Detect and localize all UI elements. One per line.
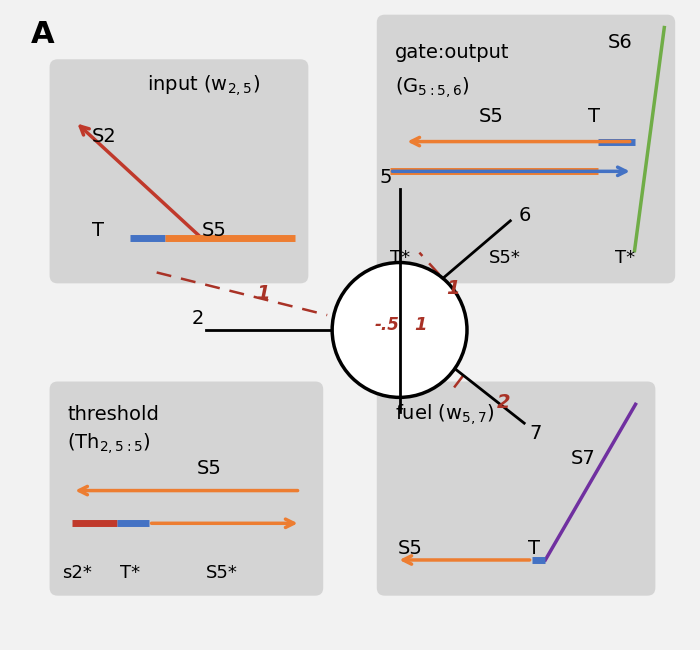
Text: threshold: threshold bbox=[67, 405, 160, 424]
Text: s2*: s2* bbox=[62, 564, 92, 582]
Text: T: T bbox=[528, 539, 540, 558]
Text: 1: 1 bbox=[414, 316, 427, 334]
Text: ($\mathregular{G_{5:5,6}}$): ($\mathregular{G_{5:5,6}}$) bbox=[395, 75, 469, 99]
Text: S5: S5 bbox=[196, 460, 221, 478]
Text: 6: 6 bbox=[518, 206, 531, 226]
Text: 1: 1 bbox=[256, 284, 270, 303]
FancyBboxPatch shape bbox=[377, 382, 655, 595]
FancyBboxPatch shape bbox=[377, 15, 676, 283]
Text: S5: S5 bbox=[479, 107, 504, 126]
Circle shape bbox=[332, 263, 467, 397]
Text: T: T bbox=[92, 221, 104, 240]
Text: S6: S6 bbox=[608, 33, 633, 52]
FancyBboxPatch shape bbox=[50, 382, 323, 595]
Text: input ($\mathregular{w_{2,5}}$): input ($\mathregular{w_{2,5}}$) bbox=[147, 73, 260, 98]
FancyBboxPatch shape bbox=[50, 59, 309, 283]
Text: S5*: S5* bbox=[489, 248, 521, 266]
Text: A: A bbox=[31, 20, 55, 49]
Text: 1: 1 bbox=[446, 279, 460, 298]
Text: 7: 7 bbox=[529, 424, 542, 443]
Text: T*: T* bbox=[615, 248, 635, 266]
Text: fuel ($\mathregular{w_{5,7}}$): fuel ($\mathregular{w_{5,7}}$) bbox=[395, 402, 494, 426]
Text: 5: 5 bbox=[379, 168, 392, 187]
Text: S2: S2 bbox=[92, 127, 117, 146]
Text: ($\mathregular{Th_{2,5:5}}$): ($\mathregular{Th_{2,5:5}}$) bbox=[67, 432, 151, 456]
Text: S5: S5 bbox=[398, 539, 423, 558]
Text: T: T bbox=[588, 107, 600, 126]
Text: 2: 2 bbox=[497, 393, 510, 412]
Text: T*: T* bbox=[120, 564, 140, 582]
Text: T*: T* bbox=[390, 248, 410, 266]
Text: gate:output: gate:output bbox=[395, 43, 509, 62]
Text: -.5: -.5 bbox=[374, 316, 400, 334]
Text: 2: 2 bbox=[191, 309, 204, 328]
Text: S7: S7 bbox=[571, 449, 596, 469]
Text: S5*: S5* bbox=[206, 564, 238, 582]
Text: S5: S5 bbox=[202, 221, 226, 240]
